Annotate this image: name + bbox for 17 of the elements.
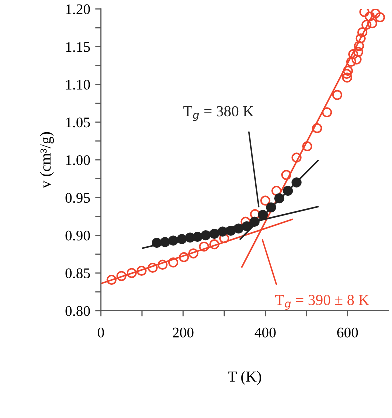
x-tick-label: 200 (173, 328, 194, 338)
y-tick-label: 0.85 (66, 268, 90, 279)
y-tick-label: 0.80 (66, 306, 90, 316)
y-tick-label: 1.20 (66, 4, 90, 14)
y-tick-label: 0.95 (66, 193, 90, 204)
y-tick-label: 0.90 (66, 230, 90, 241)
y-tick-label: 1.15 (66, 42, 90, 52)
x-tick-label: 600 (337, 328, 358, 338)
y-tick-label: 1.00 (66, 155, 90, 166)
x-axis-title: T (K) (228, 371, 262, 386)
x-tick-label: 0 (98, 328, 104, 338)
annotation: T$_{g}$ = 390 ± 8 K (275, 295, 370, 310)
annotation: T$_{g}$ = 380 K (184, 106, 254, 122)
y-tick-label: 1.05 (66, 118, 90, 128)
y-axis-title: v (cm³/g) (40, 132, 54, 188)
x-tick-label: 400 (254, 328, 276, 338)
y-tick-label: 1.10 (66, 80, 90, 90)
